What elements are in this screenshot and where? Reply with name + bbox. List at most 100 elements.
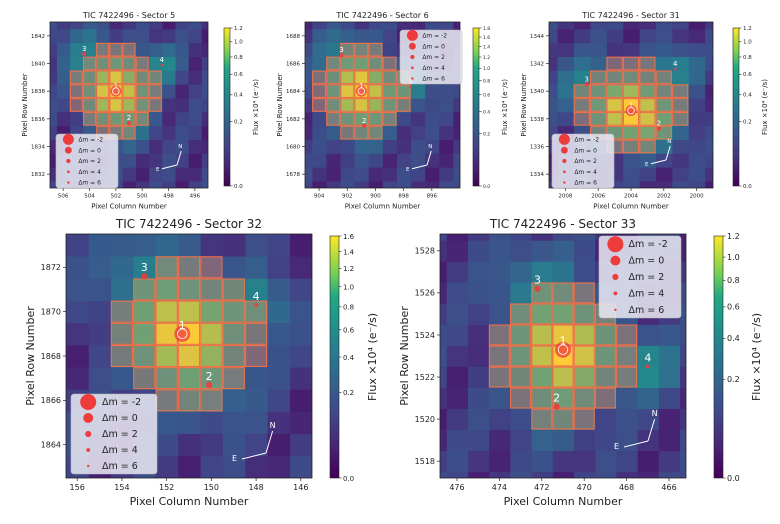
pixel-cell	[175, 28, 189, 44]
pixel-cell	[69, 98, 84, 113]
pixel-cell	[88, 234, 112, 235]
pixel-cell	[122, 22, 136, 30]
pixel-cell	[161, 56, 176, 71]
aperture-pixel	[531, 345, 553, 367]
colorbar-tick-label: 1.6	[483, 35, 490, 41]
pixel-cell	[382, 42, 397, 57]
star-marker	[645, 364, 650, 369]
aperture-pixel	[594, 345, 616, 367]
pixel-cell	[354, 98, 369, 113]
colorbar-label: Flux ×10⁴ (e⁻/s)	[750, 313, 763, 401]
y-tick-label: 1838	[31, 89, 45, 95]
colorbar-tick-label: 0.8	[743, 55, 752, 61]
pixel-cell	[188, 98, 202, 113]
aperture-pixel	[354, 98, 369, 112]
star-marker	[174, 325, 191, 342]
pixel-cell	[200, 256, 223, 279]
pixel-cell	[679, 282, 686, 304]
pixel-cell	[50, 167, 57, 182]
aperture-pixel	[655, 111, 672, 126]
pixel-cell	[267, 433, 291, 457]
pixel-cell	[109, 22, 123, 30]
pixel-cell	[440, 282, 447, 304]
legend-label: Δm = -2	[78, 136, 103, 143]
legend-marker	[411, 77, 414, 80]
pixel-cell	[594, 450, 617, 473]
aperture-pixel	[96, 98, 110, 112]
aperture-pixel	[177, 367, 201, 390]
pixel-cell	[175, 111, 189, 127]
legend-label: Δm = 0	[422, 43, 445, 50]
pixel-cell	[305, 98, 313, 113]
star-label: 2	[206, 370, 213, 383]
pixel-cell	[305, 42, 313, 57]
aperture-pixel	[368, 56, 383, 71]
aperture-pixel	[222, 278, 245, 301]
pixel-cell	[354, 111, 369, 127]
pixel-cell	[424, 22, 440, 30]
aperture-pixel	[96, 111, 110, 126]
pixel-cell	[606, 42, 624, 57]
legend-marker	[85, 430, 92, 438]
pixel-cell	[305, 111, 313, 127]
legend-label: Δm = 2	[629, 272, 665, 283]
pixel-cell	[66, 278, 67, 301]
pixel-cell	[56, 98, 71, 113]
pixel-cell	[467, 387, 490, 409]
pixel-cell	[704, 125, 713, 140]
aperture-pixel	[340, 70, 355, 85]
pixel-cell	[509, 240, 532, 262]
pixel-cell	[200, 300, 223, 324]
pixel-cell	[622, 70, 640, 85]
pixel-cell	[509, 387, 532, 409]
pixel-cell	[267, 278, 291, 301]
pixel-cell	[66, 256, 89, 279]
legend-label: Δm = 0	[78, 147, 101, 154]
pixel-cell	[177, 278, 201, 301]
aperture-pixel	[368, 84, 383, 99]
pixel-cell	[161, 153, 176, 168]
pixel-cell	[658, 429, 681, 452]
pixel-cell	[155, 411, 179, 435]
pixel-cell	[410, 22, 426, 30]
legend-label: Δm = 4	[574, 169, 597, 176]
pixel-cell	[66, 455, 67, 478]
colorbar	[223, 27, 231, 187]
pixel-cell	[188, 22, 202, 30]
pixel-cell	[488, 303, 511, 325]
aperture-pixel	[244, 300, 268, 323]
aperture-pixel	[82, 56, 97, 71]
pixel-cell	[66, 322, 89, 346]
aperture-pixel	[639, 125, 656, 140]
pixel-cell	[222, 367, 246, 390]
pixel-cell	[531, 324, 553, 346]
pixel-cell	[688, 181, 706, 188]
legend-marker	[80, 394, 97, 410]
pixel-cell	[56, 22, 71, 30]
y-tick-label: 1832	[31, 172, 45, 178]
y-tick-label: 1522	[415, 373, 435, 382]
pixel-cell	[704, 153, 713, 168]
pixel-cell	[594, 408, 617, 431]
aperture-pixel	[177, 389, 201, 412]
pixel-cell	[552, 261, 575, 283]
x-tick-label: 156	[70, 483, 85, 492]
legend-box	[70, 393, 158, 475]
pixel-cell	[354, 42, 369, 57]
pixel-cell	[606, 22, 624, 30]
pixel-cell	[639, 70, 656, 85]
compass-east-label: E	[645, 162, 649, 168]
star-label: 1	[359, 82, 363, 90]
star-label: 3	[534, 274, 541, 287]
panel-1: 1 2 3 4 TIC 7422496 - Sector 5 506 504 502 500 49…	[21, 11, 260, 211]
aperture-pixel	[531, 408, 553, 430]
legend-label: Δm = 6	[574, 180, 597, 187]
y-axis-label: Pixel Row Number	[21, 73, 29, 136]
compass-east-arrow	[623, 440, 649, 448]
pixel-cell	[148, 181, 163, 188]
pixel-cell	[452, 98, 460, 113]
pixel-cell	[639, 56, 656, 71]
aperture-pixel	[573, 84, 590, 99]
pixel-cell	[688, 28, 706, 44]
legend-label: Δm = 4	[629, 288, 665, 299]
